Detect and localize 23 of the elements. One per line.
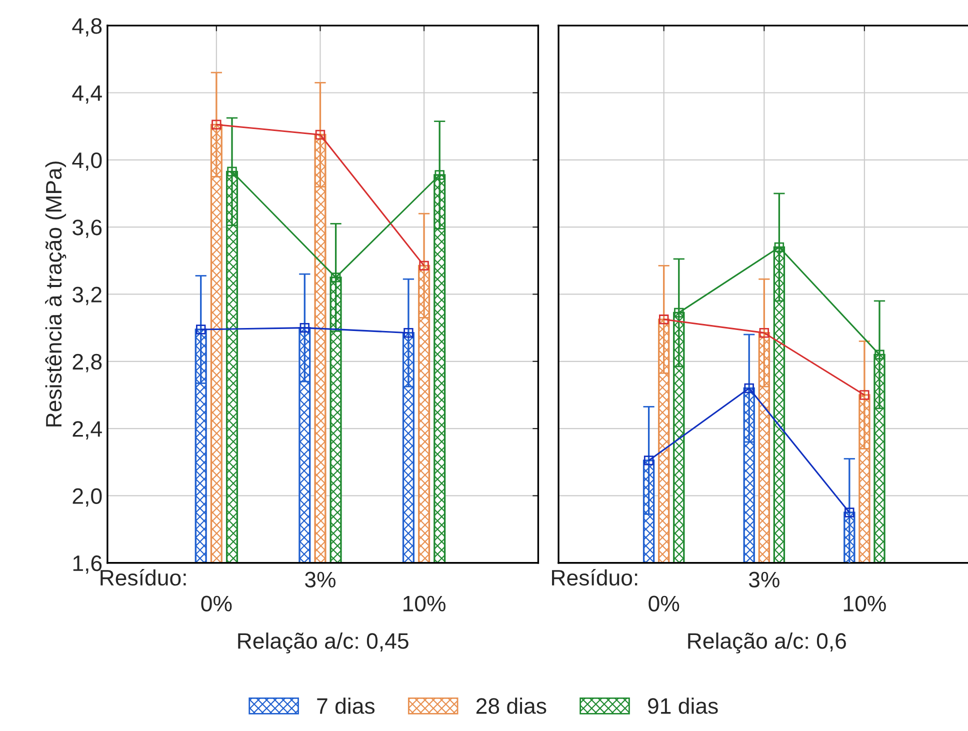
y-axis-title: Resistência à tração (MPa) bbox=[45, 162, 66, 426]
y-tick-label: 4,8 bbox=[72, 18, 102, 36]
y-tick-label: 3,6 bbox=[72, 220, 102, 238]
x-axis-title: Relação a/c: 0,6 bbox=[688, 632, 846, 654]
y-tick-label: 4,0 bbox=[72, 152, 102, 171]
legend-label: 28 dias bbox=[476, 698, 546, 714]
x-tick-label: 0% bbox=[201, 596, 232, 612]
text: Resíduo: bbox=[100, 569, 186, 586]
x-tick-label: 3% bbox=[748, 572, 780, 588]
text: Resíduo: bbox=[552, 569, 638, 586]
y-tick-label: 2,4 bbox=[72, 421, 102, 440]
x-tick-label: 10% bbox=[844, 596, 886, 612]
y-tick-label: 1,6 bbox=[73, 555, 102, 574]
legend-label: 91 dias bbox=[648, 698, 718, 714]
x-tick-label: 10% bbox=[403, 596, 446, 612]
y-tick-label: 2,8 bbox=[72, 354, 102, 372]
x-tick-label: 3% bbox=[305, 572, 336, 588]
y-tick-label: 3,2 bbox=[72, 286, 102, 306]
y-tick-label: 4,4 bbox=[72, 86, 102, 104]
legend-label: 7 dias bbox=[317, 698, 375, 714]
x-tick-label: 0% bbox=[648, 596, 680, 612]
y-tick-label: 2,0 bbox=[72, 488, 102, 507]
x-axis-title: Relação a/c: 0,45 bbox=[238, 632, 408, 654]
